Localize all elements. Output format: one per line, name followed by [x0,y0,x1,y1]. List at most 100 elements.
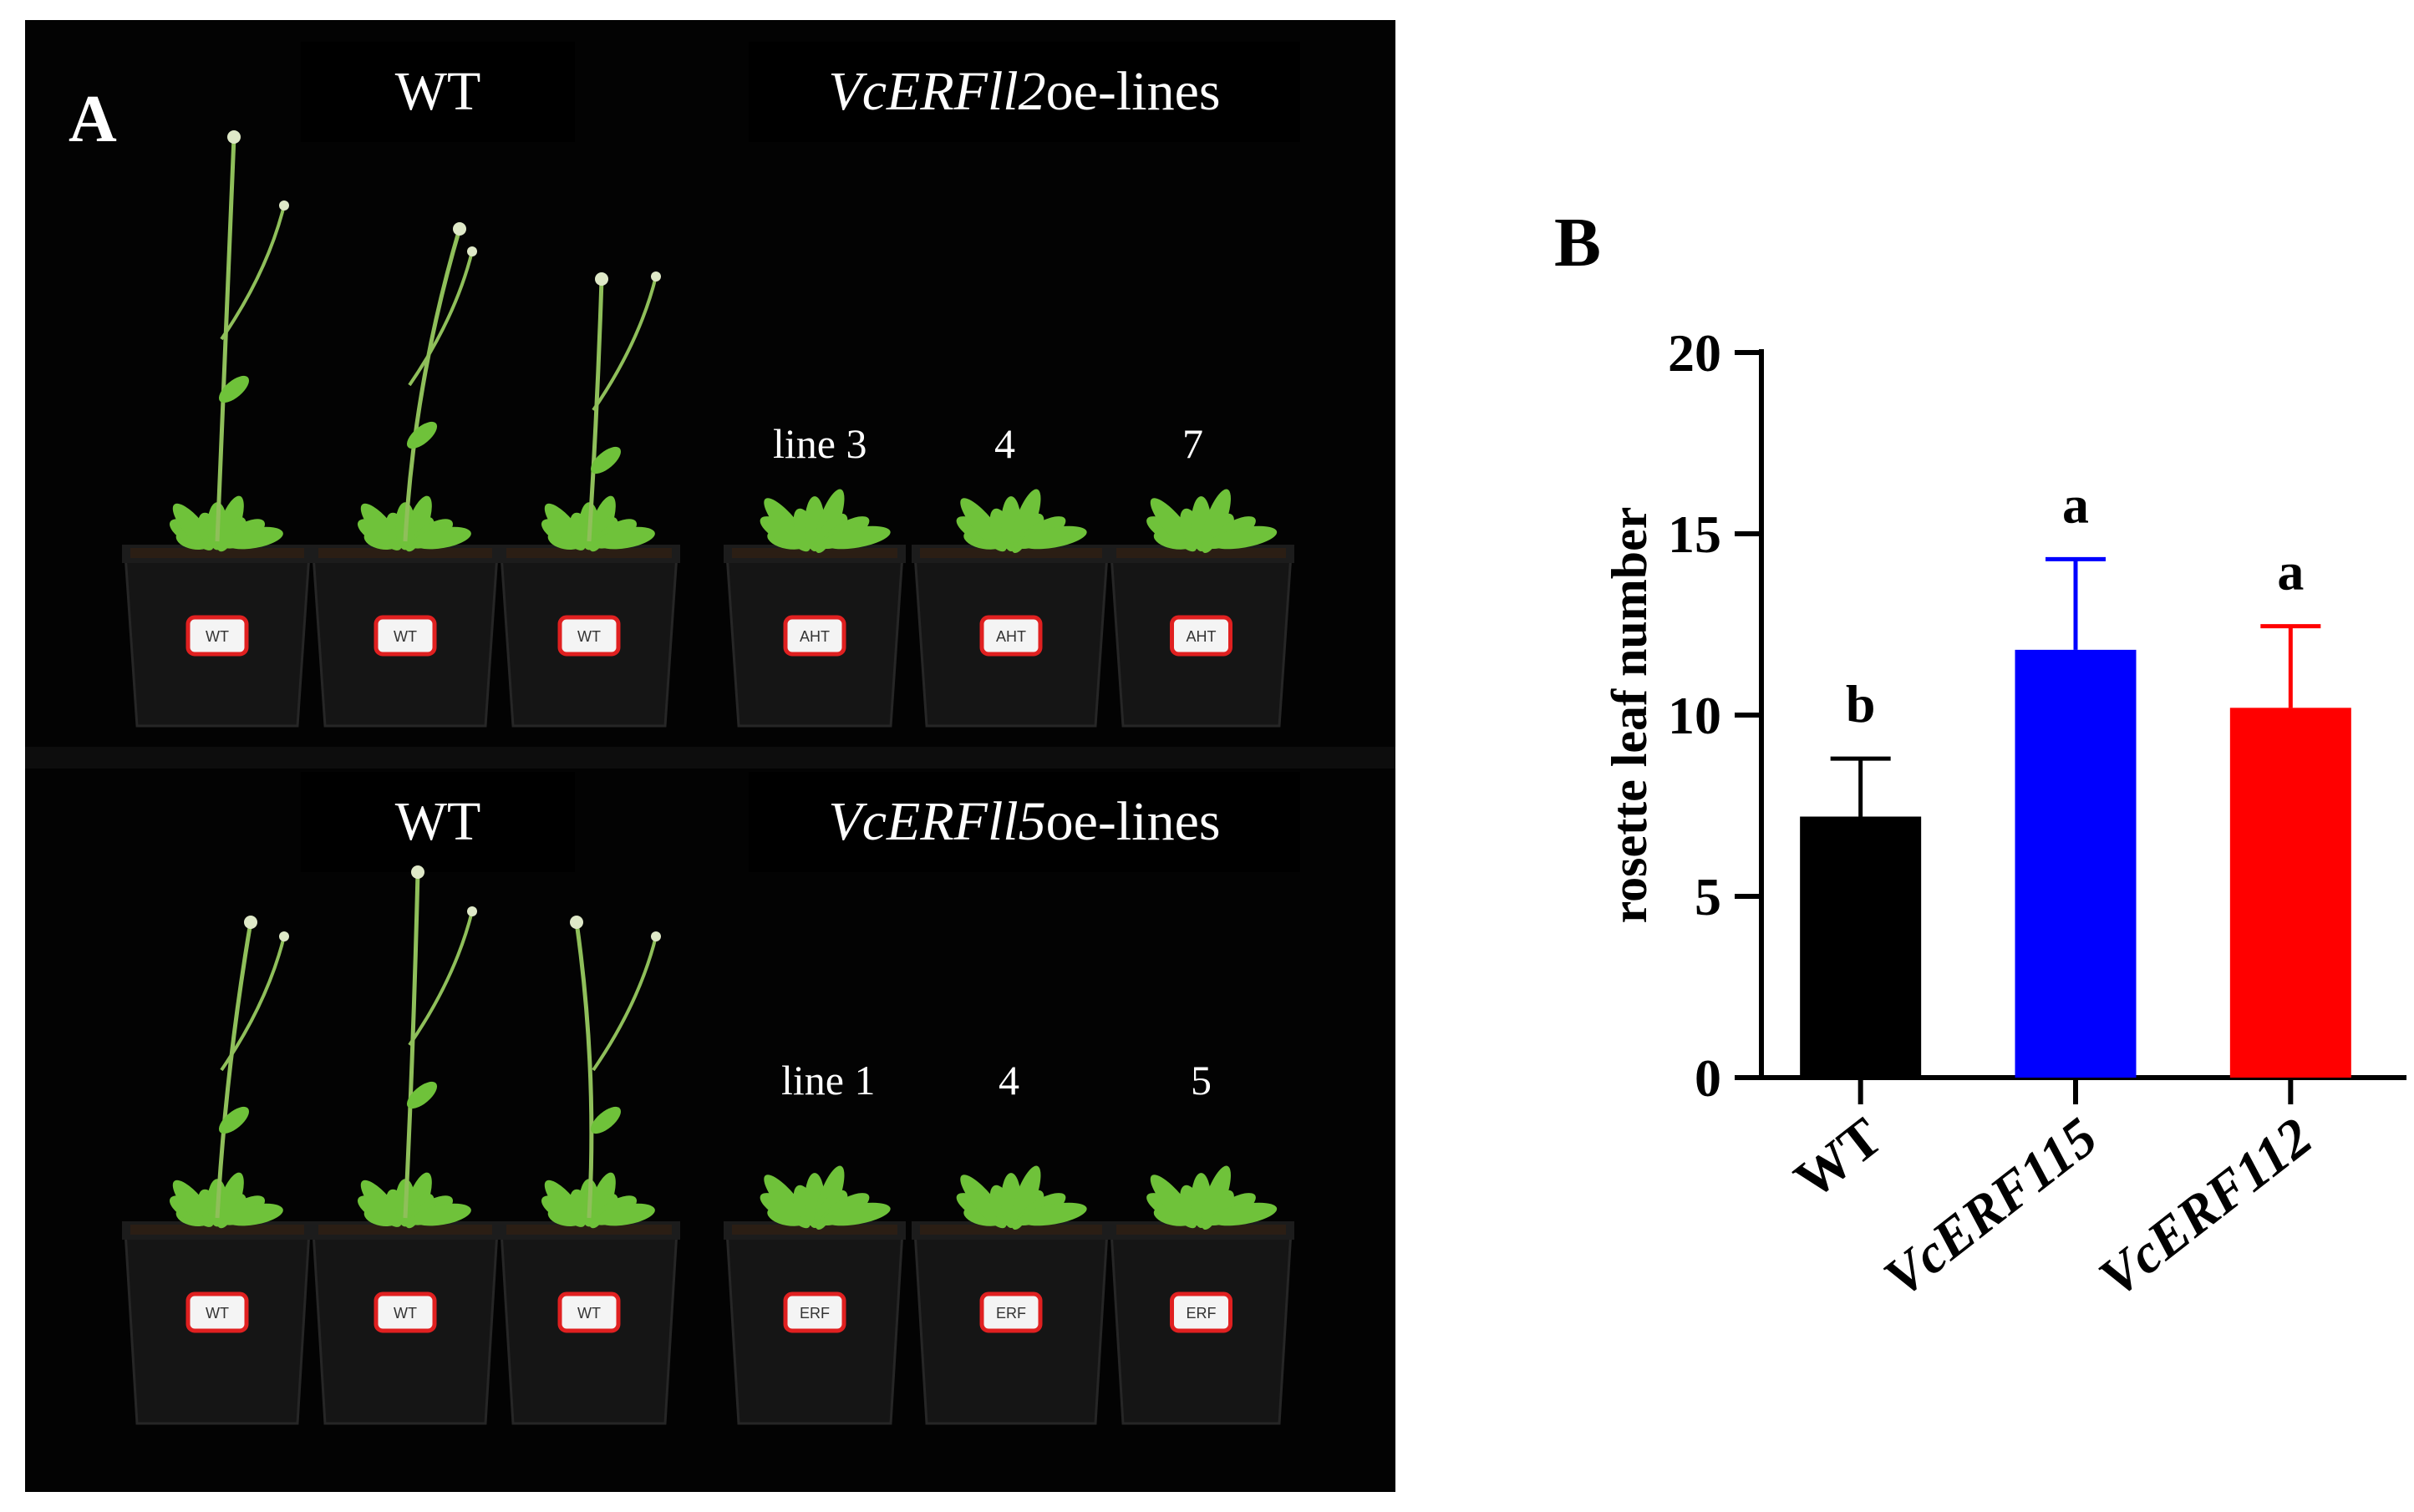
soil [506,548,672,558]
rosette-leaf [1210,525,1278,550]
rosette-leaf [225,1203,283,1226]
pot-label-text: WT [206,1305,229,1322]
pot-label-text: ERF [800,1305,830,1322]
pot-label-text: WT [577,1305,601,1322]
pot-label-text: WT [394,1305,417,1322]
soil [920,1225,1102,1235]
pot-label [979,1291,1043,1333]
rosette-leaf [413,1203,471,1226]
significance-label: a [2062,474,2089,534]
x-tick-label: VcERF115 [1873,1106,2108,1309]
side-branch [220,936,286,1072]
top-oe-suffix: oe-lines [1045,61,1221,122]
rosette-leaf [1150,498,1197,552]
panel-letter-b: B [1554,204,1601,282]
flower-bud [595,272,608,286]
pot-label-text: WT [394,628,417,645]
bar-vcerf115 [2015,649,2137,1078]
bar-chart: B 0 5 10 15 20 rosette leaf number b WT a VcERF115… [1554,204,2406,1309]
x-tick-label: VcERF112 [2088,1106,2324,1309]
significance-label: b [1846,674,1876,733]
flower-bud [279,931,289,941]
pot-label [374,1291,437,1333]
bottom-oe-gene: VcERFll5 [828,791,1046,852]
soil [318,548,492,558]
cauline-leaf [406,1081,438,1109]
bar-vcerf112 [2229,708,2351,1078]
soil [732,548,897,558]
rosette-leaf [1150,1175,1197,1229]
soil [130,548,304,558]
soil [318,1225,492,1235]
panel-letter-a: A [69,83,117,156]
soil [506,1225,672,1235]
y-tick-label: 5 [1695,867,1721,926]
rosette-leaf [823,525,891,550]
flower-bud [279,200,289,211]
soil [732,1225,897,1235]
pot-label [1170,1291,1232,1333]
flower-bud [453,222,466,236]
y-tick-label: 0 [1695,1048,1721,1108]
photo-panel: A WT VcERFll2oe-lines line 3 4 7 WT VcER… [25,20,1395,1492]
flower-bud [467,906,477,916]
row-divider [25,747,1395,769]
pot-label-text: AHT [1187,628,1217,645]
pot-label [557,615,621,657]
rosette-leaf [1019,525,1087,550]
bottom-line-label-2: 4 [999,1057,1019,1104]
rosette-leaf [1210,1202,1278,1226]
pot-label-text: ERF [1187,1305,1217,1322]
rosette-leaf [597,526,655,550]
side-branch [592,936,658,1072]
flower-stem [574,921,594,1219]
pot-label [1170,615,1232,657]
bottom-oe-suffix: oe-lines [1045,791,1221,852]
top-line-label-1: line 3 [773,420,867,467]
flower-bud [467,246,477,256]
top-oe-gene: VcERFll2 [828,61,1046,122]
cauline-leaf [218,375,250,403]
flower-stem [215,921,253,1219]
side-branch [592,276,658,412]
y-tick-label: 20 [1668,323,1721,383]
rosette-leaf [960,1175,1007,1229]
rosette-leaf [823,1202,891,1226]
bottom-oe-label: VcERFll5oe-lines [749,772,1300,872]
x-tick-label: WT [1783,1106,1893,1210]
soil [920,548,1102,558]
plants-photo: WT WT WT AHT AHT AHT WT WT WT ERF ERF ERF [122,130,1294,1425]
rosette-leaf [764,498,811,552]
flower-stem [403,228,462,542]
flower-bud [651,271,661,282]
y-axis-label: rosette leaf number [1602,507,1657,924]
soil [1116,548,1286,558]
top-line-label-2: 4 [994,420,1015,467]
flower-bud [227,130,241,144]
chart-panel: B 0 5 10 15 20 rosette leaf number b WT a VcERF115… [1404,0,2414,1508]
top-wt-label-text: WT [394,61,481,122]
pot-label-text: WT [577,628,601,645]
bar-wt [1800,816,1922,1078]
flower-stem [403,871,420,1219]
top-oe-label: VcERFll2oe-lines [749,42,1300,142]
bottom-wt-label-text: WT [394,791,481,852]
y-tick-label: 15 [1668,505,1721,564]
pot-label [185,1291,249,1333]
pot-label [783,615,846,657]
rosette-leaf [413,526,471,550]
pot-label [783,1291,846,1333]
side-branch [408,911,474,1047]
side-branch [220,205,286,341]
flower-stem [215,136,236,542]
cauline-leaf [406,421,438,449]
rosette-leaf [225,526,283,550]
side-branch [408,251,474,387]
pot-label [979,615,1043,657]
bottom-wt-label: WT [301,772,575,872]
cauline-leaf [590,446,622,474]
significance-label: a [2277,542,2304,601]
rosette-leaf [764,1175,811,1229]
cauline-leaf [218,1106,250,1134]
pot-label-text: AHT [996,628,1026,645]
